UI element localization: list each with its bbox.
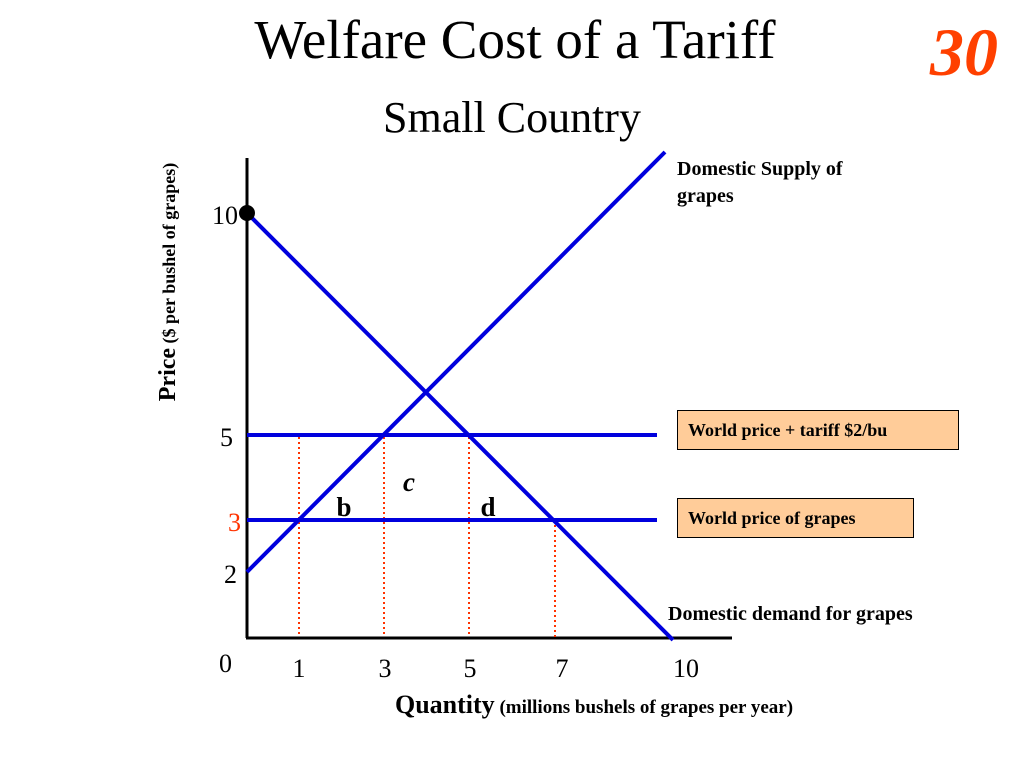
area-label-d: d: [480, 492, 496, 522]
area-label-b: b: [336, 492, 352, 522]
tariff-price-box: World price + tariff $2/bu: [677, 410, 959, 450]
x-tick-label: 10: [673, 654, 699, 683]
x-tick-label: 7: [555, 654, 569, 683]
slide-number: 30: [930, 14, 998, 90]
y-tick-label: 0: [219, 649, 232, 678]
x-tick-label: 3: [378, 654, 392, 683]
supply-curve: [245, 150, 667, 574]
y-tick-label: 3: [228, 508, 241, 537]
world-price-box: World price of grapes: [677, 498, 914, 538]
demand-intercept-dot: [239, 205, 255, 221]
y-tick-label: 10: [212, 201, 238, 230]
supply-curve-label: Domestic Supply of grapes: [677, 158, 843, 207]
slide-title: Welfare Cost of a Tariff: [254, 9, 776, 70]
y-tick-label: 5: [220, 423, 233, 452]
x-axis-label-unit: (millions bushels of grapes per year): [494, 697, 794, 718]
x-tick-label: 1: [292, 654, 306, 683]
y-tick-label: 2: [224, 560, 237, 589]
x-tick-label: 5: [463, 654, 477, 683]
x-axis-label-main: Quantity: [395, 690, 495, 719]
slide-subtitle: Small Country: [383, 93, 641, 142]
x-axis-label: Quantity (millions bushels of grapes per…: [395, 692, 793, 718]
demand-curve: [245, 211, 675, 642]
area-label-c: c: [403, 467, 415, 497]
demand-curve-label: Domestic demand for grapes: [668, 603, 913, 625]
